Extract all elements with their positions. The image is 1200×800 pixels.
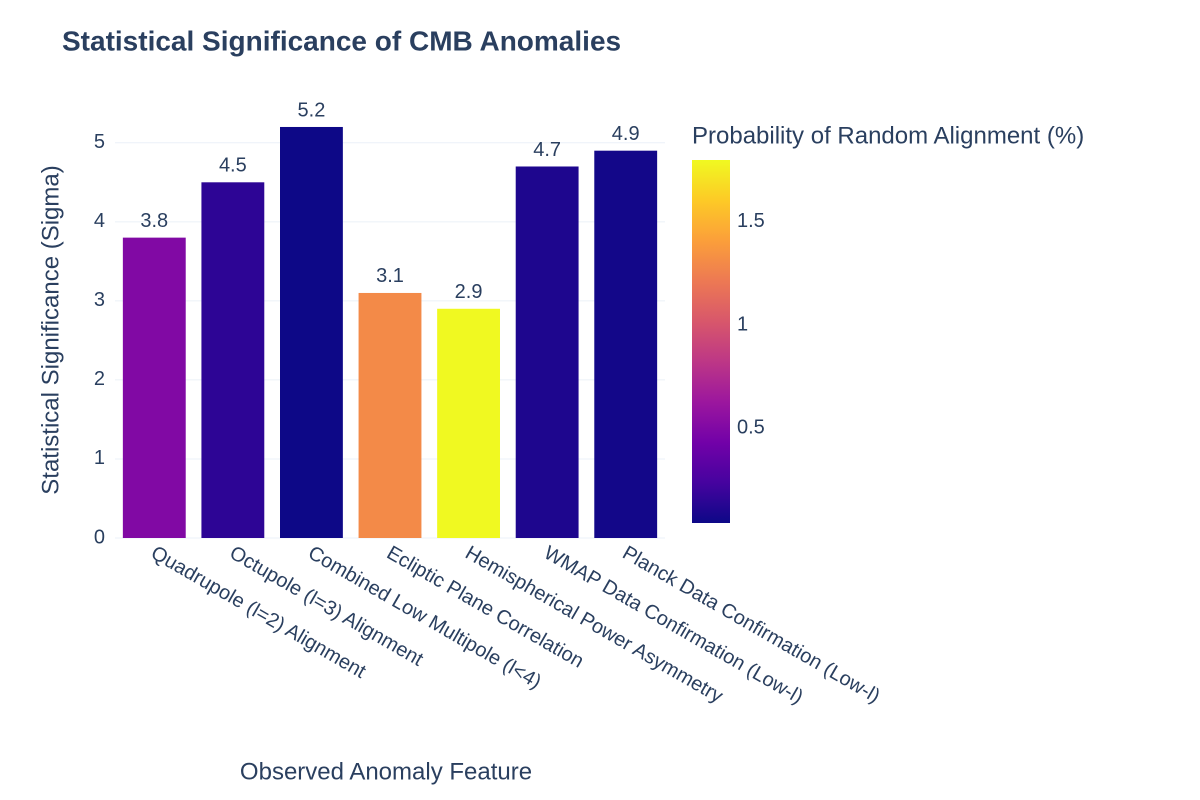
value-label: 5.2 <box>298 99 326 121</box>
bar <box>280 126 343 539</box>
colorbar-tick-label: 1 <box>737 313 748 335</box>
value-label: 4.9 <box>612 123 640 145</box>
y-tick-label: 5 <box>94 131 105 153</box>
x-axis-title: Observed Anomaly Feature <box>240 758 532 785</box>
bar <box>122 237 186 538</box>
colorbar-tick-label: 1.5 <box>737 210 765 232</box>
bar <box>358 292 422 538</box>
value-label: 2.9 <box>455 281 483 303</box>
y-tick-label: 0 <box>94 526 105 548</box>
value-label: 4.5 <box>219 155 247 177</box>
bar <box>201 182 265 539</box>
bar <box>437 308 500 538</box>
colorbar <box>692 160 730 523</box>
colorbar-tick-label: 0.5 <box>737 416 765 438</box>
bar <box>594 150 658 538</box>
value-label: 3.8 <box>140 210 168 232</box>
colorbar-title: Probability of Random Alignment (%) <box>692 122 1084 149</box>
y-tick-label: 1 <box>94 447 105 469</box>
bar <box>515 166 579 538</box>
plot-area: 3.8 4.5 5.2 3.1 2.9 4.7 4.9 <box>122 99 658 539</box>
chart-title: Statistical Significance of CMB Anomalie… <box>62 25 621 56</box>
y-tick-label: 3 <box>94 289 105 311</box>
value-label: 3.1 <box>376 265 404 287</box>
y-tick-label: 2 <box>94 368 105 390</box>
y-tick-label: 4 <box>94 210 105 232</box>
y-axis-title: Statistical Significance (Sigma) <box>37 165 64 494</box>
value-label: 4.7 <box>533 139 561 161</box>
